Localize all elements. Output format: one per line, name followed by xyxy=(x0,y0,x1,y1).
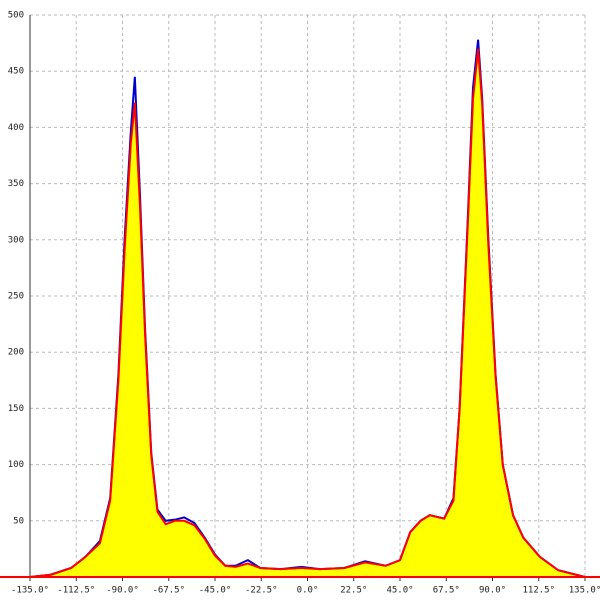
y-tick-label: 300 xyxy=(8,235,24,245)
y-tick-label: 100 xyxy=(8,460,24,470)
x-tick-label: -112.5° xyxy=(57,586,95,596)
y-tick-label: 250 xyxy=(8,292,24,302)
x-tick-label: 22.5° xyxy=(340,586,367,596)
y-tick-label: 50 xyxy=(13,516,24,526)
area xyxy=(30,48,585,578)
line xyxy=(29,48,586,578)
x-tick-label: 0.0° xyxy=(297,586,319,596)
x-tick-label: -90.0° xyxy=(106,586,139,596)
y-tick-label: 450 xyxy=(8,67,24,77)
y-tick-label: 150 xyxy=(8,404,24,414)
x-tick-label: 90.0° xyxy=(479,586,506,596)
x-tick-label: 45.0° xyxy=(386,586,413,596)
x-tick-label: -22.5° xyxy=(245,586,278,596)
y-tick-label: 350 xyxy=(8,179,24,189)
x-tick-label: 112.5° xyxy=(522,586,555,596)
x-tick-label: -45.0° xyxy=(199,586,232,596)
y-tick-label: 400 xyxy=(8,123,24,133)
x-tick-label: 67.5° xyxy=(433,586,460,596)
x-tick-label: -135.0° xyxy=(11,586,49,596)
x-tick-label: 135.0° xyxy=(569,586,600,596)
y-tick-label: 200 xyxy=(8,348,24,358)
x-tick-label: -67.5° xyxy=(152,586,185,596)
y-tick-label: 500 xyxy=(8,11,24,21)
